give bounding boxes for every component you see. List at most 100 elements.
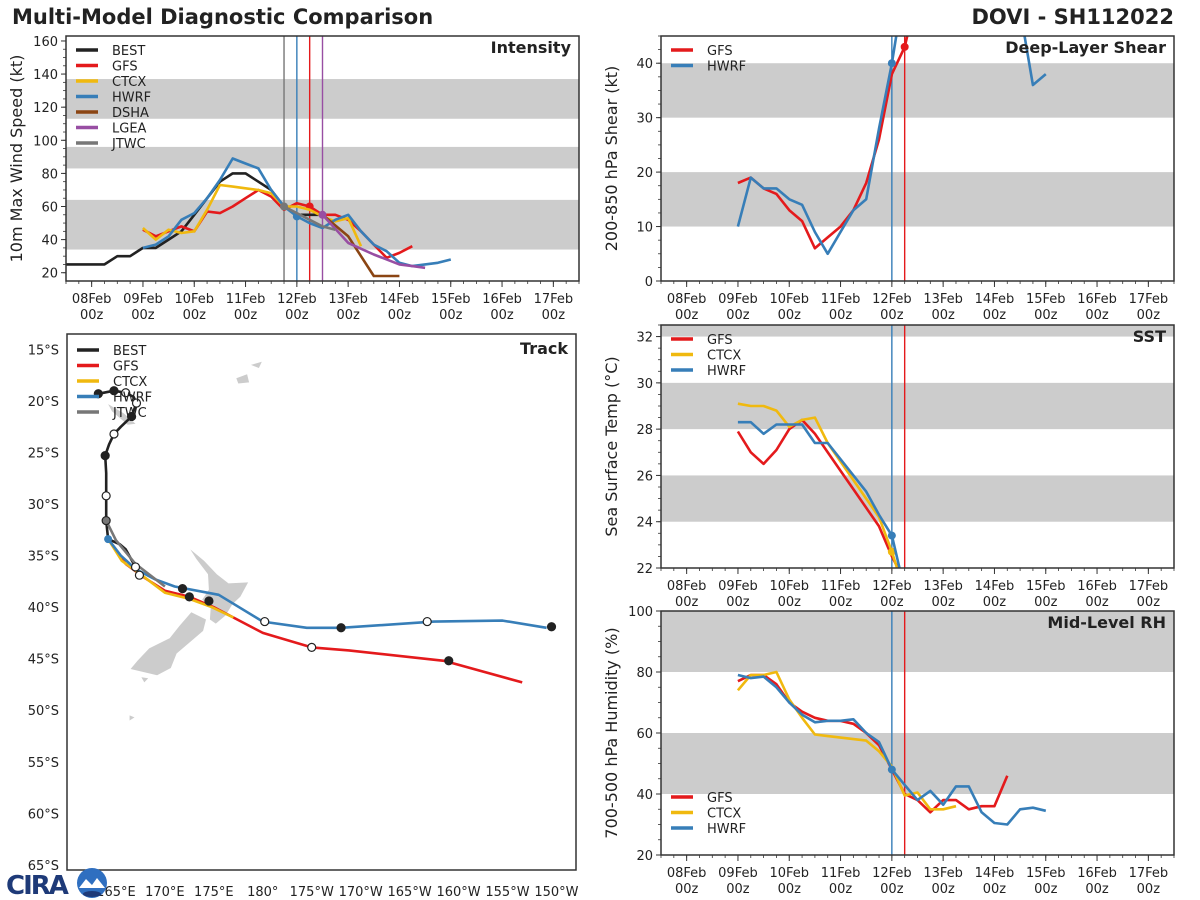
lat-label: 45°S — [28, 653, 59, 668]
lat-label: 60°S — [28, 807, 59, 822]
x-tick-label-date: 17Feb — [1129, 866, 1169, 881]
legend-label-gfs: GFS — [707, 791, 733, 806]
x-tick-label-hour: 00z — [726, 595, 750, 610]
shaded-band — [661, 611, 1174, 672]
x-tick-label-date: 13Feb — [328, 292, 368, 307]
y-tick-label: 100 — [33, 134, 58, 149]
land-mass — [251, 361, 262, 368]
x-tick-label-date: 08Feb — [72, 292, 112, 307]
x-tick-label-hour: 00z — [1085, 595, 1109, 610]
x-tick-label-hour: 00z — [983, 882, 1007, 897]
track-point-filled — [100, 451, 110, 461]
series-line-hwrf — [736, 36, 898, 256]
y-tick-label: 20 — [636, 849, 653, 864]
lon-label: 160°W — [436, 885, 480, 900]
series-group — [66, 157, 452, 278]
x-tick-label-hour: 00z — [829, 595, 853, 610]
track-point-open — [422, 616, 432, 627]
x-tick-label-hour: 00z — [931, 595, 955, 610]
shaded-band — [661, 172, 1174, 227]
x-tick-label-hour: 00z — [439, 308, 463, 323]
x-tick-label-date: 15Feb — [1026, 292, 1066, 307]
land-mass — [129, 715, 135, 721]
track-line-hwrf — [107, 538, 547, 630]
x-tick-label-date: 17Feb — [1129, 292, 1169, 307]
x-tick-label-date: 10Feb — [769, 292, 809, 307]
x-tick-label-hour: 00z — [726, 882, 750, 897]
y-tick-label: 26 — [636, 469, 653, 484]
track-line-ctcx — [107, 538, 234, 619]
x-tick-label-date: 13Feb — [923, 866, 963, 881]
land-mass — [236, 374, 250, 384]
series-marker-ctcx — [887, 547, 896, 556]
x-tick-label-date: 13Feb — [923, 292, 963, 307]
x-tick-label-date: 12Feb — [872, 579, 912, 594]
y-axis-label: 10m Max Wind Speed (kt) — [7, 55, 26, 263]
legend-label-ctcx: CTCX — [112, 75, 146, 90]
legend-label-hwrf: HWRF — [707, 364, 746, 379]
shaded-band — [661, 63, 1174, 118]
x-tick-label-date: 12Feb — [872, 292, 912, 307]
series-marker-hwrf — [887, 765, 896, 774]
series-line-ctcx — [737, 402, 899, 568]
lon-label: 180° — [247, 885, 278, 900]
y-tick-label: 40 — [636, 788, 653, 803]
x-tick-label-hour: 00z — [778, 882, 802, 897]
series-line-jtwc — [283, 205, 336, 231]
track-point-open — [101, 491, 111, 501]
shaded-band — [661, 475, 1174, 522]
x-tick-label-date: 11Feb — [226, 292, 266, 307]
y-tick-label: 80 — [636, 666, 653, 681]
series-line-hwrf — [1023, 36, 1047, 87]
legend-label-hwrf: HWRF — [707, 822, 746, 837]
y-axis-label: Sea Surface Temp (°C) — [602, 356, 621, 536]
y-tick-label: 100 — [628, 605, 653, 620]
legend-label-ctcx: CTCX — [707, 807, 741, 822]
x-tick-label-hour: 00z — [983, 595, 1007, 610]
panel-title: Deep-Layer Shear — [1005, 38, 1166, 57]
x-tick-label-date: 14Feb — [975, 866, 1015, 881]
track-point-filled — [204, 596, 214, 606]
x-tick-label-date: 12Feb — [872, 866, 912, 881]
legend-label-best: BEST — [112, 44, 145, 59]
x-tick-label-date: 09Feb — [718, 579, 758, 594]
x-tick-label-date: 15Feb — [431, 292, 471, 307]
legend-label-gfs: GFS — [113, 360, 139, 375]
cira-logo-text: CIRA — [6, 871, 69, 900]
x-tick-label-hour: 00z — [1137, 595, 1161, 610]
lon-label: 165°E — [96, 885, 136, 900]
y-tick-label: 0 — [645, 275, 653, 290]
x-tick-label-hour: 00z — [880, 882, 904, 897]
y-tick-label: 160 — [33, 35, 58, 50]
lon-label: 150°W — [534, 885, 578, 900]
intensity-chart: 2040608010012014016008Feb00z09Feb00z10Fe… — [7, 35, 580, 323]
legend-label-best: BEST — [113, 344, 146, 359]
track-point-filled — [184, 592, 194, 602]
lat-label: 20°S — [28, 395, 59, 410]
x-tick-label-date: 14Feb — [975, 579, 1015, 594]
y-tick-label: 30 — [636, 112, 653, 127]
x-tick-label-date: 08Feb — [667, 866, 707, 881]
lat-label: 40°S — [28, 601, 59, 616]
y-tick-label: 40 — [636, 57, 653, 72]
x-tick-label-date: 12Feb — [277, 292, 317, 307]
series-line-dsha — [321, 213, 400, 278]
x-tick-label-hour: 00z — [234, 308, 258, 323]
legend-label-jtwc: JTWC — [112, 406, 147, 421]
x-tick-label-date: 10Feb — [174, 292, 214, 307]
x-tick-label-date: 14Feb — [380, 292, 420, 307]
legend-label-ctcx: CTCX — [707, 349, 741, 364]
rh-chart: 2040608010008Feb00z09Feb00z10Feb00z11Feb… — [602, 605, 1175, 897]
x-tick-label-date: 08Feb — [667, 579, 707, 594]
y-tick-label: 60 — [41, 201, 58, 216]
x-tick-label-hour: 00z — [1137, 308, 1161, 323]
x-tick-label-hour: 00z — [388, 308, 412, 323]
track-point-open — [131, 398, 142, 408]
y-axis-label: 200-850 hPa Shear (kt) — [602, 66, 621, 252]
track-point-open — [109, 429, 119, 439]
legend-label-ctcx: CTCX — [113, 375, 147, 390]
x-tick-label-date: 16Feb — [482, 292, 522, 307]
track-point-filled — [444, 656, 454, 666]
series-line-hwrf — [737, 420, 901, 568]
track-point-filled — [546, 622, 557, 632]
